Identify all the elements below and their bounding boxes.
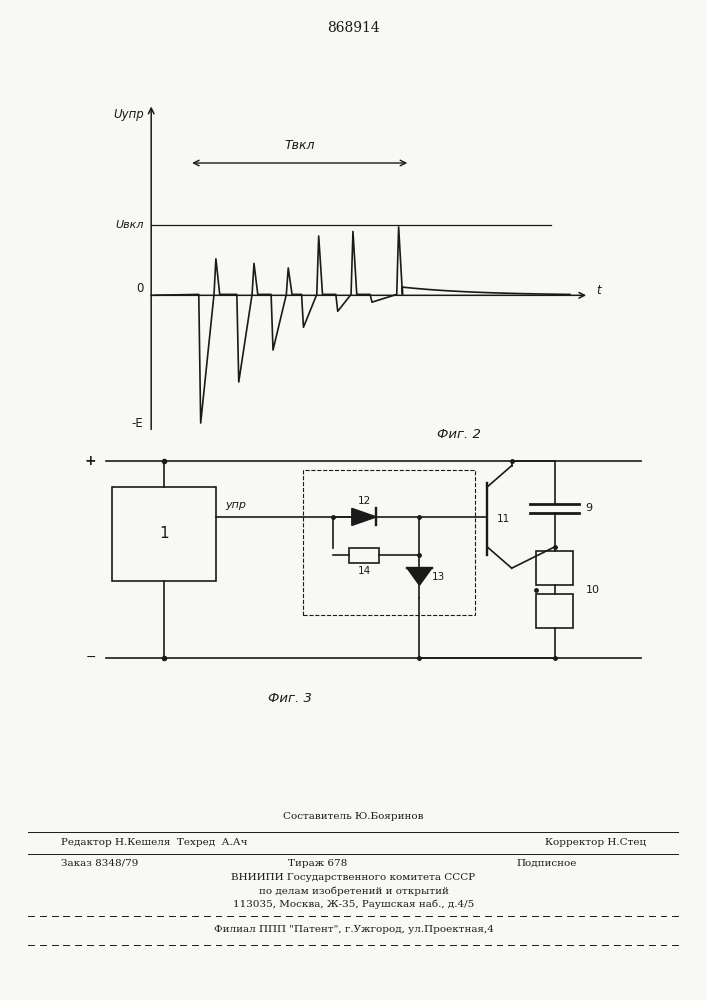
- Text: 0: 0: [136, 282, 144, 295]
- Text: Тираж 678: Тираж 678: [288, 859, 348, 868]
- Text: Филиал ППП "Патент", г.Ужгород, ул.Проектная,4: Филиал ППП "Патент", г.Ужгород, ул.Проек…: [214, 925, 493, 934]
- Text: Фиг. 3: Фиг. 3: [269, 692, 312, 705]
- Text: 13: 13: [432, 572, 445, 582]
- Text: −: −: [86, 651, 97, 664]
- Text: Фиг. 2: Фиг. 2: [437, 428, 481, 441]
- Text: Корректор Н.Стец: Корректор Н.Стец: [545, 838, 646, 847]
- Bar: [537, 594, 573, 628]
- Text: Заказ 8348/79: Заказ 8348/79: [61, 859, 138, 868]
- Text: Редактор Н.Кешеля  Техред  А.Ач: Редактор Н.Кешеля Техред А.Ач: [61, 838, 247, 847]
- Text: Uвкл: Uвкл: [115, 220, 144, 230]
- Text: 868914: 868914: [327, 20, 380, 34]
- Text: 11: 11: [496, 514, 510, 524]
- Text: t: t: [597, 284, 601, 297]
- Text: 1: 1: [159, 526, 169, 542]
- Text: Tвкл: Tвкл: [284, 139, 315, 152]
- Text: 12: 12: [358, 496, 370, 506]
- Text: Составитель Ю.Бояринов: Составитель Ю.Бояринов: [284, 812, 423, 821]
- Text: 10: 10: [585, 585, 600, 595]
- Text: 14: 14: [358, 566, 370, 576]
- Text: +: +: [85, 454, 97, 468]
- Polygon shape: [352, 508, 376, 525]
- Text: 113035, Москва, Ж-35, Раушская наб., д.4/5: 113035, Москва, Ж-35, Раушская наб., д.4…: [233, 900, 474, 909]
- Bar: [303, 470, 475, 615]
- Text: Подписное: Подписное: [516, 859, 576, 868]
- Text: упр: упр: [226, 500, 247, 510]
- Text: 9: 9: [585, 503, 592, 513]
- Bar: [349, 548, 380, 563]
- Bar: [112, 487, 216, 581]
- Text: по делам изобретений и открытий: по делам изобретений и открытий: [259, 886, 448, 896]
- Polygon shape: [407, 568, 432, 585]
- Text: ВНИИПИ Государственного комитета СССР: ВНИИПИ Государственного комитета СССР: [231, 873, 476, 882]
- Bar: [537, 551, 573, 585]
- Text: -E: -E: [132, 417, 144, 430]
- Text: Uупр: Uупр: [113, 108, 144, 121]
